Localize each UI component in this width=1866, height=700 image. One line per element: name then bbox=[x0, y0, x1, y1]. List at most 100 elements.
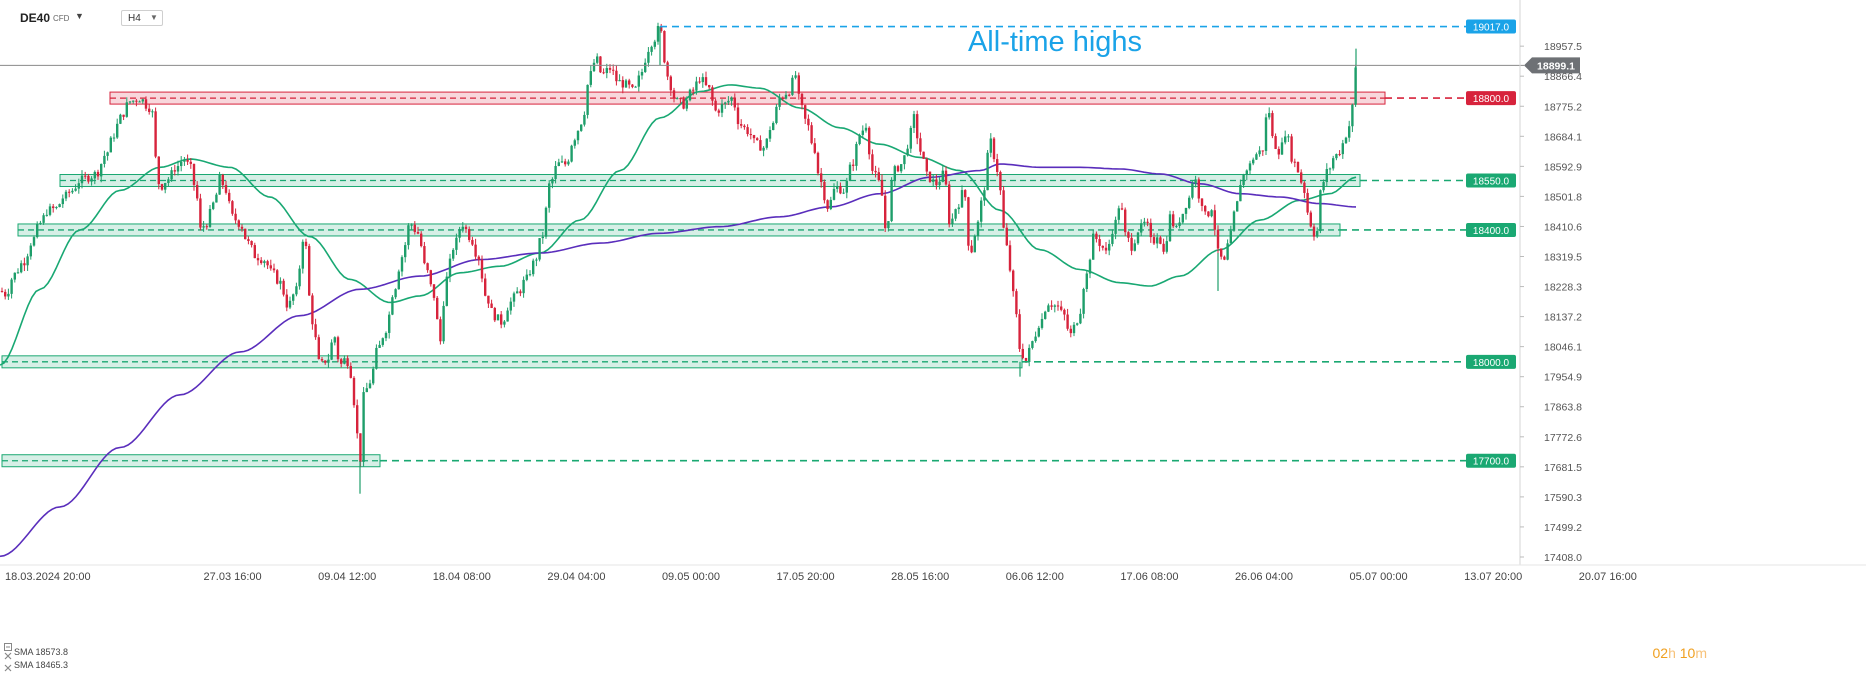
candle-body bbox=[1261, 150, 1264, 152]
candle-body bbox=[944, 170, 948, 185]
candle-body bbox=[1146, 221, 1149, 223]
candle-body bbox=[653, 41, 656, 47]
candle-body bbox=[346, 358, 349, 367]
candle-body bbox=[244, 228, 247, 240]
candle-body bbox=[762, 147, 765, 151]
candle-body bbox=[685, 100, 688, 109]
candle-body bbox=[794, 75, 797, 78]
candle-body bbox=[260, 260, 263, 264]
candle-body bbox=[173, 170, 176, 172]
chevron-down-icon[interactable]: ▼ bbox=[75, 11, 84, 21]
candle-body bbox=[576, 130, 580, 141]
settings-icon[interactable] bbox=[4, 643, 12, 651]
candle-body bbox=[637, 75, 640, 87]
candle-body bbox=[36, 223, 39, 238]
candle-body bbox=[1255, 154, 1258, 160]
candle-body bbox=[855, 143, 858, 166]
x-tick-label: 28.05 16:00 bbox=[891, 571, 949, 583]
timeframe-select[interactable]: H4 ▼ bbox=[121, 10, 163, 26]
candle-body bbox=[823, 181, 826, 201]
symbol-name[interactable]: DE40 bbox=[20, 11, 51, 25]
candle-body bbox=[336, 337, 340, 360]
candle-body bbox=[199, 198, 202, 228]
candle-body bbox=[877, 172, 880, 181]
candle-body bbox=[410, 224, 413, 226]
candle-body bbox=[1031, 341, 1034, 348]
candle-body bbox=[26, 256, 29, 266]
x-tick-label: 26.06 04:00 bbox=[1235, 571, 1293, 583]
candle-body bbox=[1111, 233, 1114, 244]
candle-body bbox=[180, 161, 183, 167]
candle-body bbox=[1232, 211, 1236, 231]
candle-body bbox=[372, 368, 375, 384]
candle-body bbox=[986, 152, 989, 191]
candle-body bbox=[644, 62, 647, 72]
candle-body bbox=[164, 182, 167, 190]
candle-body bbox=[1245, 170, 1248, 175]
close-icon[interactable] bbox=[4, 652, 12, 660]
level-badge-label: 17700.0 bbox=[1473, 457, 1510, 468]
candle-body bbox=[308, 246, 311, 296]
candle-body bbox=[10, 279, 13, 294]
candle-body bbox=[621, 80, 624, 88]
candle-body bbox=[407, 225, 410, 246]
levels: 19017.0 18800.0 18550.0 18400.0 18000.0 17700… bbox=[0, 19, 1580, 468]
symbol-type: CFD bbox=[53, 14, 70, 23]
candle-body bbox=[807, 118, 810, 126]
candle-body bbox=[893, 166, 896, 181]
candle-body bbox=[1018, 314, 1021, 349]
candle-body bbox=[714, 100, 717, 111]
candle-body bbox=[1152, 237, 1156, 244]
candle-body bbox=[317, 337, 320, 360]
candle-body bbox=[436, 297, 439, 320]
close-icon[interactable] bbox=[4, 664, 12, 672]
x-tick-label: 20.07 16:00 bbox=[1579, 571, 1637, 583]
candle-body bbox=[205, 226, 208, 228]
candle-body bbox=[832, 188, 836, 200]
candle-body bbox=[548, 183, 551, 208]
sma-legend: SMA 18573.8 SMA 18465.3 bbox=[14, 646, 68, 672]
x-tick-label: 09.05 00:00 bbox=[662, 571, 720, 583]
candle-body bbox=[976, 221, 980, 236]
candle-body bbox=[1325, 169, 1328, 183]
candle-body bbox=[192, 163, 196, 185]
candle-body bbox=[1149, 222, 1152, 238]
candle-body bbox=[916, 114, 919, 139]
candle-body bbox=[68, 191, 71, 193]
candle-body bbox=[237, 220, 240, 227]
candle-body bbox=[1306, 192, 1309, 213]
candle-body bbox=[1268, 113, 1271, 118]
candle-body bbox=[1168, 214, 1172, 242]
candle-body bbox=[720, 103, 724, 113]
y-tick-label: 17681.5 bbox=[1544, 462, 1582, 474]
candle-body bbox=[698, 81, 701, 83]
sma-label: SMA bbox=[14, 647, 34, 657]
candle-body bbox=[1047, 305, 1050, 312]
candle-body bbox=[1210, 210, 1213, 217]
candle-body bbox=[378, 344, 381, 348]
candle-body bbox=[874, 170, 877, 173]
candle-body bbox=[154, 111, 157, 157]
candle-body bbox=[861, 130, 864, 135]
candle-body bbox=[100, 163, 103, 177]
candle-body bbox=[666, 62, 669, 77]
candle-body bbox=[615, 70, 618, 82]
sma-value: 18465.3 bbox=[35, 660, 69, 670]
candle-body bbox=[701, 77, 704, 83]
y-tick-label: 18137.2 bbox=[1544, 312, 1582, 324]
candle-body bbox=[884, 195, 887, 229]
y-tick-label: 17408.0 bbox=[1544, 552, 1582, 564]
candle-body bbox=[1056, 305, 1060, 307]
candle-body bbox=[320, 359, 324, 361]
candle-body bbox=[106, 152, 109, 156]
candle-body bbox=[730, 97, 733, 101]
candle-body bbox=[186, 159, 189, 162]
candle-body bbox=[471, 239, 474, 245]
candle-body bbox=[128, 101, 132, 103]
candle-body bbox=[1319, 190, 1322, 232]
candle-body bbox=[1223, 256, 1226, 260]
x-tick-label: 17.05 20:00 bbox=[777, 571, 835, 583]
candle-body bbox=[1008, 245, 1012, 271]
